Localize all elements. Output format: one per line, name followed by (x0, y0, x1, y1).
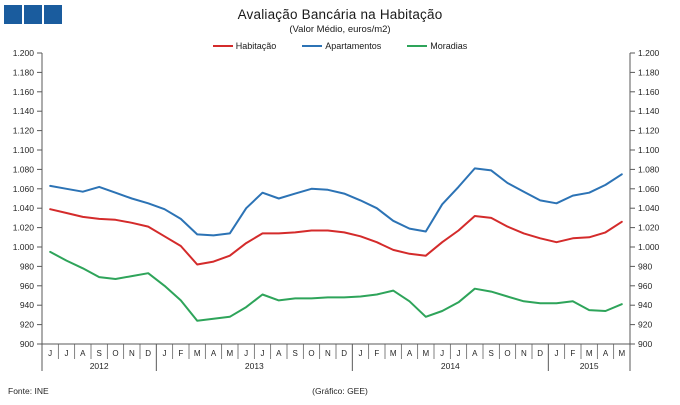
y-axis-label-right: 1.200 (638, 48, 660, 58)
y-axis-label-left: 1.140 (13, 106, 35, 116)
month-label: N (325, 349, 331, 358)
y-axis-label-right: 940 (638, 300, 652, 310)
legend-item: Habitação (212, 41, 277, 51)
logo-square (44, 5, 62, 24)
y-axis-label-left: 980 (20, 261, 34, 271)
month-label: M (422, 349, 429, 358)
month-label: S (96, 349, 101, 358)
month-label: J (244, 349, 248, 358)
legend-color-dash (407, 44, 428, 48)
year-label: 2012 (90, 361, 109, 371)
year-label: 2015 (580, 361, 599, 371)
series-line-habitacao (49, 208, 623, 266)
month-label: F (570, 349, 575, 358)
month-label: N (521, 349, 527, 358)
series-line-moradias (49, 250, 623, 322)
month-label: M (586, 349, 593, 358)
month-label: O (308, 349, 314, 358)
month-label: J (261, 349, 265, 358)
legend-item: Moradias (407, 41, 467, 51)
month-label: J (359, 349, 363, 358)
logo-squares (4, 5, 62, 24)
month-label: A (211, 349, 217, 358)
legend-color-dash (212, 44, 233, 48)
month-label: N (129, 349, 135, 358)
y-axis-label-left: 1.080 (13, 164, 35, 174)
y-axis-label-left: 1.000 (13, 242, 35, 252)
month-label: J (65, 349, 69, 358)
year-label: 2013 (245, 361, 264, 371)
year-label: 2014 (441, 361, 460, 371)
month-label: S (292, 349, 297, 358)
month-label: D (341, 349, 347, 358)
y-axis-label-left: 1.120 (13, 126, 35, 136)
month-label: J (555, 349, 559, 358)
y-axis-label-left: 1.180 (13, 67, 35, 77)
month-label: M (390, 349, 397, 358)
y-axis-label-left: 940 (20, 300, 34, 310)
month-label: F (374, 349, 379, 358)
y-axis-label-right: 980 (638, 261, 652, 271)
y-axis-label-right: 920 (638, 320, 652, 330)
y-axis-label-right: 1.160 (638, 87, 660, 97)
y-axis-label-left: 1.040 (13, 203, 35, 213)
legend-label: Apartamentos (325, 41, 382, 51)
y-axis-label-left: 900 (20, 339, 34, 349)
month-label: A (276, 349, 282, 358)
y-axis-label-left: 1.100 (13, 145, 35, 155)
y-axis-label-right: 1.180 (638, 67, 660, 77)
credit-note: (Gráfico: GEE) (312, 386, 368, 396)
month-label: M (194, 349, 201, 358)
month-label: A (603, 349, 609, 358)
y-axis-label-right: 1.120 (638, 126, 660, 136)
y-axis-label-right: 1.060 (638, 184, 660, 194)
y-axis-label-right: 1.100 (638, 145, 660, 155)
legend: Habitação Apartamentos Moradias (0, 41, 680, 51)
month-label: O (504, 349, 510, 358)
legend-item: Apartamentos (302, 41, 381, 51)
y-axis-label-left: 1.200 (13, 48, 35, 58)
series-line-apartamentos (49, 167, 623, 237)
source-note: Fonte: INE (8, 386, 49, 396)
month-label: J (440, 349, 444, 358)
month-label: D (145, 349, 151, 358)
y-axis-label-right: 900 (638, 339, 652, 349)
month-label: F (178, 349, 183, 358)
y-axis-label-left: 1.060 (13, 184, 35, 194)
month-label: A (407, 349, 413, 358)
month-label: D (537, 349, 543, 358)
y-axis-label-left: 960 (20, 281, 34, 291)
chart-title: Avaliação Bancária na Habitação (237, 7, 443, 22)
month-label: O (112, 349, 118, 358)
y-axis-label-right: 1.020 (638, 223, 660, 233)
month-label: A (472, 349, 478, 358)
month-label: M (618, 349, 625, 358)
y-axis-label-left: 1.160 (13, 87, 35, 97)
y-axis-label-right: 960 (638, 281, 652, 291)
month-label: A (80, 349, 86, 358)
legend-label: Habitação (235, 41, 277, 51)
logo-square (4, 5, 22, 24)
chart-subtitle: (Valor Médio, euros/m2) (289, 24, 391, 35)
month-label: J (48, 349, 52, 358)
legend-label: Moradias (430, 41, 468, 51)
legend-color-dash (302, 44, 323, 48)
y-axis-label-left: 920 (20, 320, 34, 330)
y-axis-label-right: 1.000 (638, 242, 660, 252)
y-axis-label-left: 1.020 (13, 223, 35, 233)
y-axis-label-right: 1.040 (638, 203, 660, 213)
y-axis-label-right: 1.080 (638, 164, 660, 174)
month-label: S (488, 349, 493, 358)
month-label: J (457, 349, 461, 358)
month-label: J (163, 349, 167, 358)
y-axis-label-right: 1.140 (638, 106, 660, 116)
month-label: M (226, 349, 233, 358)
logo-square (24, 5, 42, 24)
